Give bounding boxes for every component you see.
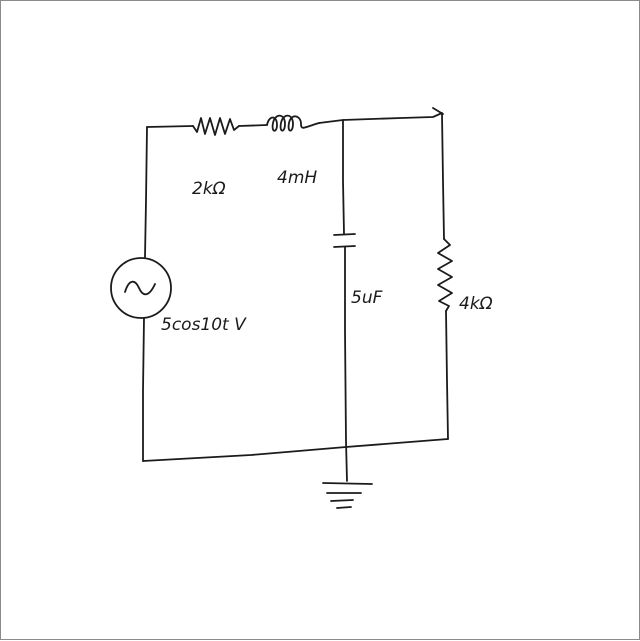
capacitor-plate-bottom bbox=[333, 245, 356, 248]
resistor-shunt: 4kΩ bbox=[437, 238, 493, 314]
ground-line-1 bbox=[322, 482, 373, 485]
wire-top-left bbox=[146, 125, 194, 128]
inductor: 4mH bbox=[266, 114, 320, 188]
ground-icon bbox=[322, 482, 373, 509]
voltage-source-label: 5cos10t V bbox=[161, 315, 247, 335]
resistor-series: 2kΩ bbox=[192, 117, 240, 199]
wire-bottom bbox=[142, 438, 449, 462]
wire-top-right bbox=[318, 112, 443, 124]
capacitor: 5uF bbox=[333, 233, 383, 308]
wire-left-lower bbox=[142, 317, 145, 462]
resistor-shunt-label: 4kΩ bbox=[459, 294, 493, 314]
wire-mid-lower bbox=[344, 246, 348, 482]
inductor-coil bbox=[266, 114, 320, 132]
capacitor-label: 5uF bbox=[351, 288, 383, 308]
resistor-shunt-zigzag bbox=[437, 238, 453, 312]
resistor-series-label: 2kΩ bbox=[192, 179, 226, 199]
wires bbox=[142, 107, 449, 482]
capacitor-plate-top bbox=[333, 233, 356, 236]
wire-top-mid bbox=[238, 124, 268, 127]
inductor-label: 4mH bbox=[277, 168, 317, 188]
resistor-series-zigzag bbox=[192, 117, 240, 136]
wire-mid-upper bbox=[342, 119, 345, 235]
sine-wave-icon bbox=[124, 280, 156, 296]
ground-line-4 bbox=[336, 506, 352, 509]
wire-right-upper bbox=[441, 113, 445, 240]
ground-line-3 bbox=[330, 499, 354, 502]
voltage-source: 5cos10t V bbox=[110, 257, 247, 335]
voltage-source-circle bbox=[110, 257, 172, 319]
wire-right-lower bbox=[445, 310, 449, 440]
wire-left-upper bbox=[144, 126, 148, 258]
wire-top-overshoot bbox=[432, 107, 444, 115]
